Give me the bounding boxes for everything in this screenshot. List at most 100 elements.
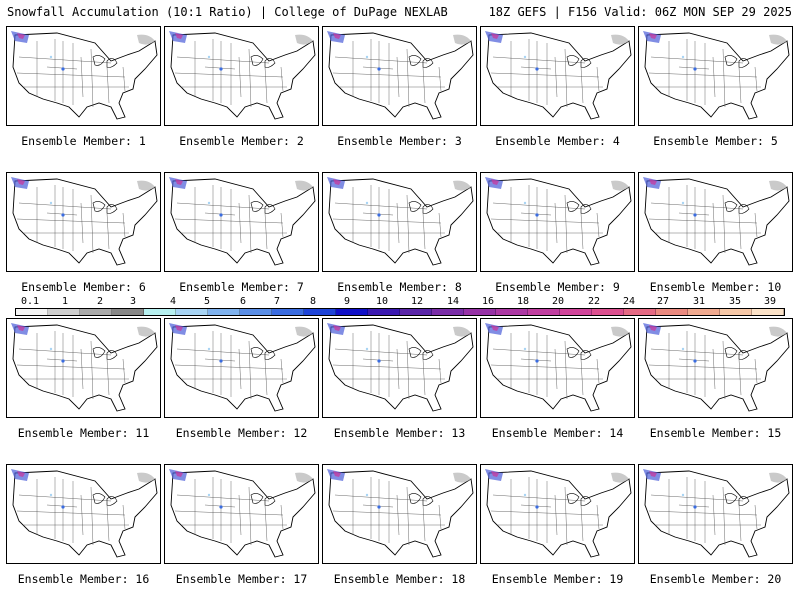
ensemble-member-map xyxy=(6,464,161,564)
ensemble-member-label: Ensemble Member: 18 xyxy=(333,572,466,586)
colorbar-tick-label: 22 xyxy=(587,296,601,307)
ensemble-member-map xyxy=(480,26,635,126)
snowfall-map xyxy=(11,469,158,558)
ensemble-member-label: Ensemble Member: 4 xyxy=(495,134,620,148)
ensemble-member-label: Ensemble Member: 15 xyxy=(649,426,782,440)
colorbar-segment xyxy=(144,309,176,315)
colorbar-segment xyxy=(272,309,304,315)
colorbar-segment xyxy=(16,309,48,315)
colorbar-segment xyxy=(432,309,464,315)
ensemble-member-map xyxy=(6,318,161,418)
ensemble-member-label: Ensemble Member: 9 xyxy=(495,280,620,294)
ensemble-member-label: Ensemble Member: 14 xyxy=(491,426,624,440)
colorbar-tick-label: 27 xyxy=(656,296,670,307)
ensemble-member-map xyxy=(164,26,319,126)
colorbar-tick-label: 6 xyxy=(239,296,247,307)
ensemble-member-map xyxy=(322,172,477,272)
ensemble-member-map xyxy=(164,464,319,564)
ensemble-member-label: Ensemble Member: 10 xyxy=(649,280,782,294)
ensemble-member-label: Ensemble Member: 11 xyxy=(17,426,150,440)
snowfall-map xyxy=(169,177,316,266)
snowfall-map xyxy=(169,323,316,412)
colorbar-tick-label: 5 xyxy=(203,296,211,307)
snowfall-map xyxy=(11,323,158,412)
snowfall-map xyxy=(485,177,632,266)
ensemble-member-label: Ensemble Member: 6 xyxy=(21,280,146,294)
snowfall-map xyxy=(327,31,474,120)
colorbar-tick-label: 20 xyxy=(551,296,565,307)
ensemble-member-label: Ensemble Member: 5 xyxy=(653,134,778,148)
colorbar-tick-label: 7 xyxy=(273,296,281,307)
colorbar-segment xyxy=(592,309,624,315)
ensemble-member-label: Ensemble Member: 7 xyxy=(179,280,304,294)
colorbar-segment xyxy=(720,309,752,315)
colorbar-segment xyxy=(112,309,144,315)
colorbar-tick-label: 9 xyxy=(343,296,351,307)
colorbar-tick-label: 10 xyxy=(375,296,389,307)
snowfall-map xyxy=(485,323,632,412)
snowfall-map xyxy=(11,31,158,120)
snowfall-map xyxy=(169,469,316,558)
snowfall-map xyxy=(327,323,474,412)
ensemble-member-label: Ensemble Member: 16 xyxy=(17,572,150,586)
ensemble-member-map xyxy=(638,172,793,272)
colorbar-segment xyxy=(80,309,112,315)
snowfall-map xyxy=(643,323,790,412)
snowfall-map xyxy=(327,177,474,266)
colorbar-tick-label: 1 xyxy=(61,296,69,307)
ensemble-member-map xyxy=(6,26,161,126)
colorbar-segment xyxy=(208,309,240,315)
colorbar-segment xyxy=(368,309,400,315)
ensemble-member-map xyxy=(6,172,161,272)
snowfall-map xyxy=(11,177,158,266)
ensemble-member-label: Ensemble Member: 19 xyxy=(491,572,624,586)
ensemble-member-label: Ensemble Member: 3 xyxy=(337,134,462,148)
ensemble-member-label: Ensemble Member: 12 xyxy=(175,426,308,440)
colorbar-segment xyxy=(336,309,368,315)
colorbar-tick-label: 35 xyxy=(728,296,742,307)
colorbar-tick-label: 4 xyxy=(169,296,177,307)
snowfall-map xyxy=(327,469,474,558)
ensemble-member-map xyxy=(164,318,319,418)
colorbar-tick-label: 8 xyxy=(309,296,317,307)
colorbar-tick-label: 31 xyxy=(692,296,706,307)
ensemble-member-map xyxy=(480,172,635,272)
colorbar-labels: 0.1 1 2 3 4 5 6 7 8 9 10 12 14 16 18 20 22 24 27 31 35 39 xyxy=(15,296,785,308)
snowfall-colorbar xyxy=(15,308,785,316)
ensemble-member-map xyxy=(480,318,635,418)
colorbar-tick-label: 18 xyxy=(516,296,530,307)
colorbar-tick-label: 0.1 xyxy=(20,296,40,307)
colorbar-segment xyxy=(464,309,496,315)
ensemble-member-label: Ensemble Member: 13 xyxy=(333,426,466,440)
ensemble-member-label: Ensemble Member: 8 xyxy=(337,280,462,294)
colorbar-segment xyxy=(240,309,272,315)
snowfall-map xyxy=(169,31,316,120)
colorbar-segment xyxy=(304,309,336,315)
snowfall-map xyxy=(485,31,632,120)
ensemble-member-map xyxy=(322,464,477,564)
ensemble-member-map xyxy=(322,26,477,126)
snowfall-map xyxy=(643,177,790,266)
run-valid-time: 18Z GEFS | F156 Valid: 06Z MON SEP 29 20… xyxy=(488,5,792,19)
ensemble-member-map xyxy=(638,318,793,418)
colorbar-segment xyxy=(176,309,208,315)
snowfall-map xyxy=(643,469,790,558)
colorbar-segment xyxy=(688,309,720,315)
colorbar-segment xyxy=(48,309,80,315)
snowfall-map xyxy=(485,469,632,558)
ensemble-member-label: Ensemble Member: 1 xyxy=(21,134,146,148)
ensemble-member-label: Ensemble Member: 17 xyxy=(175,572,308,586)
ensemble-member-label: Ensemble Member: 20 xyxy=(649,572,782,586)
colorbar-tick-label: 39 xyxy=(763,296,777,307)
ensemble-member-map xyxy=(322,318,477,418)
snowfall-map xyxy=(643,31,790,120)
colorbar-segment xyxy=(528,309,560,315)
colorbar-segment xyxy=(656,309,688,315)
colorbar-tick-label: 2 xyxy=(96,296,104,307)
map-title: Snowfall Accumulation (10:1 Ratio) | Col… xyxy=(7,5,448,19)
ensemble-member-map xyxy=(480,464,635,564)
ensemble-member-label: Ensemble Member: 2 xyxy=(179,134,304,148)
colorbar-segment xyxy=(496,309,528,315)
colorbar-segment xyxy=(400,309,432,315)
colorbar-segment xyxy=(560,309,592,315)
